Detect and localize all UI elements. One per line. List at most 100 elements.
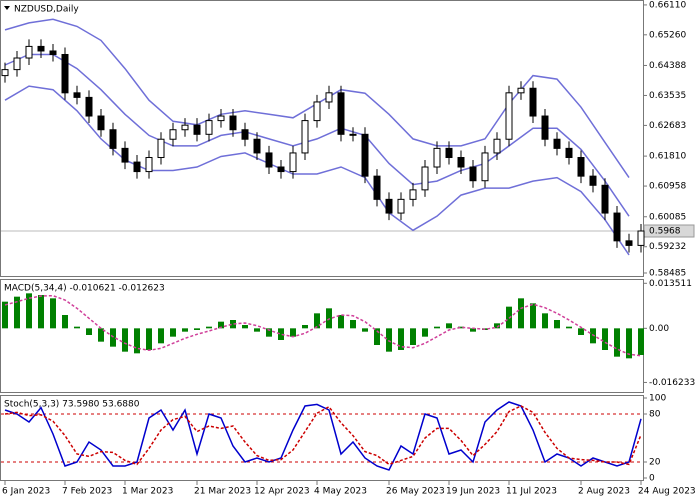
candle-body: [385, 198, 393, 214]
candle-body: [1, 69, 9, 77]
x-tick-label: 21 Mar 2023: [194, 487, 251, 497]
candle-body: [397, 198, 405, 214]
macd-bar: [470, 328, 476, 332]
macd-bar: [182, 328, 188, 332]
stoch-panel: [0, 395, 644, 481]
candle-body: [181, 124, 189, 131]
x-tick-label: 24 Aug 2023: [638, 487, 696, 497]
menu-triangle: [4, 6, 10, 10]
macd-bar: [194, 328, 200, 330]
candle-body: [349, 133, 357, 136]
candle-body: [73, 92, 81, 98]
candle-body: [277, 166, 285, 173]
macd-bar: [434, 326, 440, 329]
bollinger-band: [4, 53, 630, 217]
macd-bar: [230, 320, 236, 329]
macd-bar: [554, 320, 560, 329]
macd-bar: [542, 313, 548, 329]
candle-body: [241, 129, 249, 140]
candle-body: [541, 115, 549, 140]
last-price-label: 0.5968: [649, 226, 681, 236]
candle-body: [289, 152, 297, 173]
macd-bar: [458, 326, 464, 329]
y-tick-label: 100: [649, 394, 666, 404]
macd-bar: [218, 321, 224, 329]
x-tick-label: 2 Aug 2023: [578, 487, 630, 497]
candle-body: [409, 189, 417, 200]
y-tick-label: 0.61810: [649, 152, 686, 162]
y-tick-label: 0.66110: [649, 0, 686, 10]
macd-bar: [410, 328, 416, 345]
candle-body: [253, 138, 261, 154]
y-tick-label: 0.58485: [649, 269, 686, 279]
macd-bar: [602, 328, 608, 350]
signal-line: [4, 294, 642, 357]
candle-body: [577, 157, 585, 177]
candle-body: [601, 184, 609, 214]
price-panel: [0, 0, 644, 277]
candle-body: [337, 92, 345, 135]
macd-bar: [2, 301, 8, 329]
candle-body: [469, 166, 477, 182]
candle-body: [433, 147, 441, 168]
candle-body: [613, 212, 621, 242]
stoch-title: Stoch(5,3,3) 73.5980 53.6880: [4, 400, 140, 410]
candle-body: [217, 115, 225, 122]
x-tick-label: 26 May 2023: [386, 487, 445, 497]
macd-bar: [386, 328, 392, 352]
macd-bar: [530, 303, 536, 329]
stoch-line: [4, 405, 642, 466]
candle-body: [265, 152, 273, 168]
candle-body: [457, 157, 465, 168]
macd-bar: [290, 328, 296, 337]
macd-bar: [26, 293, 32, 329]
candle-body: [193, 124, 201, 135]
macd-bar: [122, 328, 128, 352]
macd-bar: [254, 328, 260, 332]
candle-body: [229, 115, 237, 131]
x-tick-label: 19 Jun 2023: [446, 487, 500, 497]
macd-bar: [206, 326, 212, 329]
candle-body: [325, 92, 333, 103]
y-tick-label: 20: [649, 458, 661, 468]
macd-bar: [74, 326, 80, 329]
macd-bar: [398, 328, 404, 350]
macd-bar: [638, 328, 644, 355]
y-tick-label: -0.016233: [649, 378, 695, 388]
macd-bar: [566, 326, 572, 329]
candle-body: [421, 166, 429, 191]
macd-bar: [626, 328, 632, 359]
macd-bar: [338, 315, 344, 329]
y-tick-label: 0: [649, 474, 655, 484]
candle-body: [529, 87, 537, 117]
macd-bar: [38, 295, 44, 329]
candle-body: [565, 147, 573, 159]
y-tick-label: 0.60085: [649, 212, 686, 222]
candle-body: [25, 45, 33, 59]
candle-body: [589, 175, 597, 186]
macd-bar: [314, 313, 320, 329]
macd-bar: [86, 328, 92, 335]
macd-bar: [614, 328, 620, 357]
macd-bar: [518, 298, 524, 329]
y-tick-label: 0.64388: [649, 61, 686, 71]
macd-bar: [158, 328, 164, 344]
x-tick-label: 7 Feb 2023: [62, 487, 112, 497]
macd-bar: [362, 328, 368, 332]
candle-body: [373, 175, 381, 200]
candle-body: [157, 138, 165, 159]
candle-body: [301, 120, 309, 154]
x-tick-label: 12 Apr 2023: [254, 487, 310, 497]
candle-body: [553, 138, 561, 149]
macd-bar: [494, 323, 500, 329]
y-tick-label: 0.63535: [649, 91, 686, 101]
macd-bar: [350, 320, 356, 329]
y-tick-label: 0.60958: [649, 182, 686, 192]
candle-body: [133, 161, 141, 173]
macd-bar: [134, 328, 140, 354]
candle-body: [145, 157, 153, 173]
bollinger-band: [4, 85, 630, 256]
candle-body: [313, 101, 321, 122]
y-tick-label: 0.00: [649, 324, 669, 334]
